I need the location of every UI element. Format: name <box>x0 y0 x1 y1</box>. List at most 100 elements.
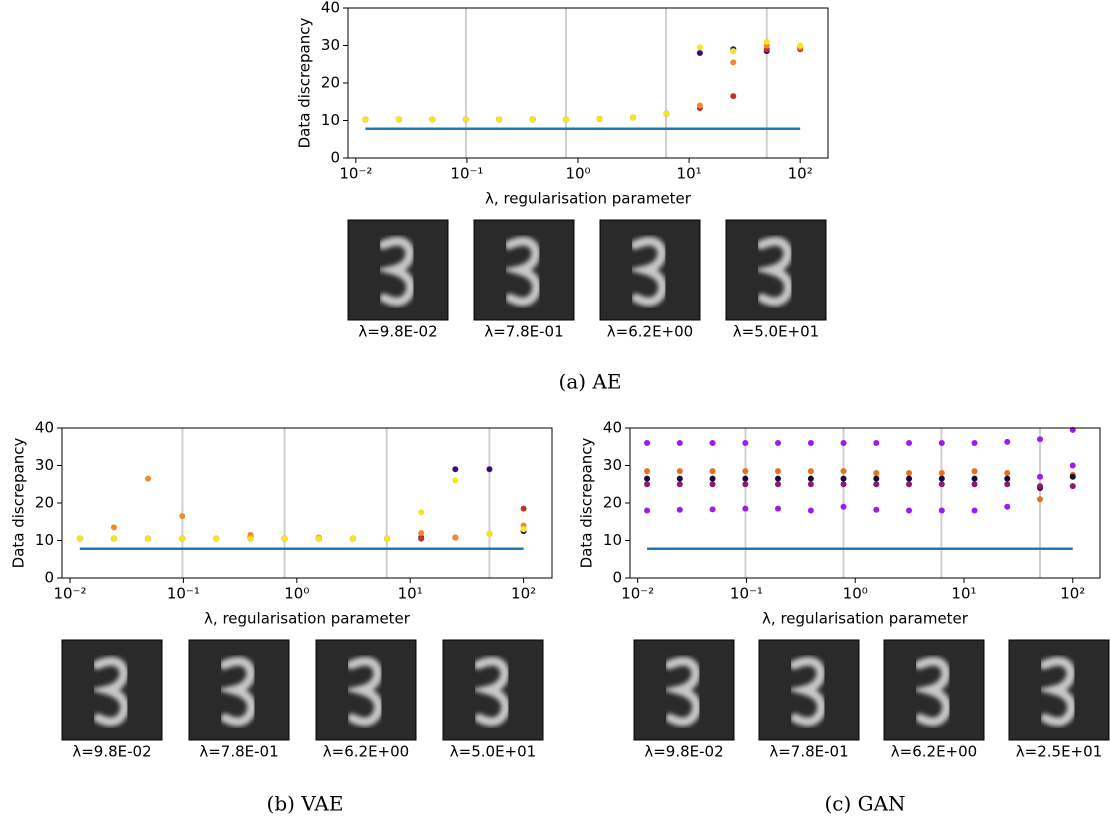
point <box>807 440 814 446</box>
point <box>76 535 83 542</box>
point <box>971 440 978 446</box>
y-tick-label: 10 <box>321 111 340 129</box>
point <box>709 481 716 488</box>
point <box>213 535 220 542</box>
point <box>840 468 847 475</box>
point <box>774 481 781 488</box>
point <box>873 475 880 482</box>
point <box>971 468 978 475</box>
point <box>349 535 356 542</box>
point <box>1004 481 1011 488</box>
point <box>709 475 716 482</box>
point <box>807 468 814 475</box>
point <box>452 466 459 473</box>
point <box>1037 473 1044 480</box>
reconstruction-image <box>315 639 417 741</box>
point <box>452 477 459 484</box>
point <box>429 116 436 123</box>
image-digit <box>1036 656 1077 727</box>
axes-frame <box>629 427 1101 579</box>
point <box>179 535 186 542</box>
image-caption: λ=2.5E+01 <box>1016 743 1102 761</box>
point <box>938 475 945 482</box>
image-caption: λ=5.0E+01 <box>450 743 536 761</box>
y-tick-label: 30 <box>35 456 54 474</box>
point <box>179 513 186 520</box>
y-axis-label: Data discrepancy <box>578 438 596 569</box>
reconstruction-image <box>347 219 449 321</box>
point <box>644 440 651 446</box>
point <box>709 506 716 513</box>
y-tick-label: 0 <box>330 149 340 167</box>
point <box>1004 475 1011 482</box>
y-tick-label: 20 <box>35 494 54 512</box>
image-digit <box>786 656 827 727</box>
y-tick-label: 20 <box>603 494 622 512</box>
point <box>462 116 469 123</box>
x-tick-label: 10¹ <box>677 165 702 183</box>
point <box>840 503 847 510</box>
point <box>676 475 683 482</box>
image-digit <box>501 236 542 307</box>
point <box>696 44 703 51</box>
point <box>938 440 945 446</box>
point <box>418 535 425 542</box>
image-digit <box>89 656 130 727</box>
point <box>520 505 527 512</box>
point <box>906 481 913 488</box>
y-tick-label: 20 <box>321 74 340 92</box>
point <box>110 535 117 542</box>
point <box>730 59 737 66</box>
subcaption: (a) AE <box>559 370 622 394</box>
point <box>676 506 683 513</box>
point <box>742 481 749 488</box>
y-tick-label: 30 <box>603 456 622 474</box>
x-tick-label: 10¹ <box>398 585 423 603</box>
point <box>644 481 651 488</box>
point <box>938 481 945 488</box>
point <box>395 116 402 123</box>
point <box>663 110 670 117</box>
x-tick-label: 10⁰ <box>565 165 590 183</box>
point <box>1069 483 1076 490</box>
point <box>676 481 683 488</box>
axes-frame <box>61 427 553 579</box>
point <box>1037 483 1044 490</box>
reconstruction-image <box>473 219 575 321</box>
point <box>281 535 288 542</box>
point <box>774 468 781 475</box>
reconstruction-image <box>61 639 163 741</box>
point <box>384 535 391 542</box>
image-caption: λ=9.8E-02 <box>72 743 151 761</box>
x-tick-label: 10⁻² <box>339 165 372 183</box>
reconstruction-image <box>442 639 544 741</box>
point <box>676 440 683 446</box>
point <box>807 475 814 482</box>
point <box>709 468 716 475</box>
image-digit <box>661 656 702 727</box>
point <box>763 38 770 45</box>
image-caption: λ=6.2E+00 <box>891 743 977 761</box>
image-digit <box>216 656 257 727</box>
point <box>1037 436 1044 443</box>
point <box>486 466 493 473</box>
point <box>906 475 913 482</box>
point <box>644 475 651 482</box>
point <box>730 48 737 55</box>
point <box>807 481 814 488</box>
point <box>742 505 749 512</box>
point <box>1037 496 1044 503</box>
point <box>1069 462 1076 469</box>
image-caption: λ=7.8E-01 <box>769 743 848 761</box>
point <box>644 507 651 514</box>
x-tick-label: 10⁻² <box>53 585 86 603</box>
y-tick-label: 10 <box>603 531 622 549</box>
point <box>971 475 978 482</box>
image-digit <box>911 656 952 727</box>
y-tick-label: 0 <box>612 569 622 587</box>
image-caption: λ=6.2E+00 <box>323 743 409 761</box>
x-tick-label: 10⁻¹ <box>730 585 763 603</box>
point <box>807 507 814 514</box>
point <box>873 481 880 488</box>
